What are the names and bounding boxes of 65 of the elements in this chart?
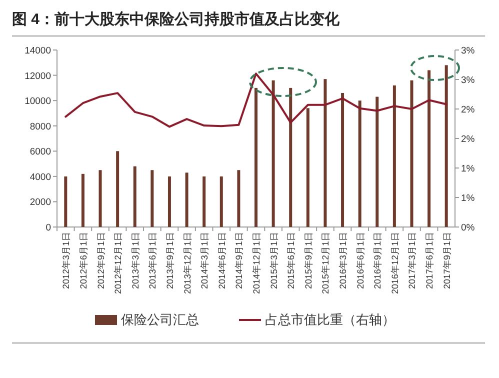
bar [220, 176, 223, 227]
bar [341, 92, 344, 227]
x-tick-label: 2015年6月1日 [286, 232, 296, 290]
bar [81, 174, 84, 227]
y2-tick-label: 0% [461, 222, 476, 234]
x-tick-label: 2015年3月1日 [268, 232, 279, 290]
bar [202, 176, 206, 227]
bar [410, 80, 414, 227]
bar [272, 80, 275, 227]
y2-tick-label: 1% [461, 164, 476, 174]
y-tick-label: 12000 [24, 70, 51, 82]
x-tick-label: 2014年6月1日 [216, 232, 227, 290]
x-tick-label: 2012年3月1日 [61, 232, 72, 290]
y2-tick-label: 2% [461, 134, 476, 145]
x-tick-label: 2013年12月1日 [182, 232, 192, 294]
y2-tick-label: 3% [461, 75, 476, 86]
x-tick-label: 2017年9月1日 [442, 232, 452, 290]
x-tick-label: 2012年6月1日 [78, 232, 88, 290]
x-tick-label: 2016年6月1日 [355, 232, 366, 290]
x-tick-label: 2012年12月1日 [113, 232, 124, 294]
x-tick-label: 2016年9月1日 [372, 232, 383, 290]
bar [358, 100, 362, 227]
x-tick-label: 2014年12月1日 [252, 232, 262, 294]
bar [428, 70, 431, 227]
y-tick-label: 2000 [30, 197, 51, 208]
bar [376, 96, 379, 227]
y2-tick-label: 3% [461, 46, 476, 56]
bar [254, 88, 258, 227]
x-tick-label: 2015年12月1日 [320, 232, 331, 294]
bar [185, 172, 188, 227]
bar [116, 151, 120, 227]
y-tick-label: 0 [46, 222, 51, 234]
x-tick-label: 2016年3月1日 [338, 232, 348, 290]
bar [444, 65, 448, 227]
bar [64, 176, 68, 227]
bar [98, 170, 102, 227]
bar [168, 176, 171, 227]
legend-label: 占总市值比重（右轴） [265, 312, 395, 327]
bar [289, 88, 292, 227]
x-tick-label: 2012年9月1日 [96, 232, 106, 290]
x-tick-label: 2014年3月1日 [200, 232, 210, 290]
y-tick-label: 10000 [24, 96, 51, 108]
bar [324, 79, 327, 227]
chart-title: 图 4：前十大股东中保险公司持股市值及占比变化 [12, 10, 341, 28]
y2-tick-label: 1% [461, 193, 476, 204]
x-tick-label: 2013年9月1日 [164, 232, 175, 290]
y-tick-label: 6000 [30, 146, 51, 158]
x-tick-label: 2014年9月1日 [234, 232, 244, 290]
bar [237, 170, 240, 227]
bar [392, 85, 396, 227]
x-tick-label: 2015年9月1日 [303, 232, 314, 290]
y-tick-label: 4000 [30, 172, 51, 183]
y-tick-label: 8000 [30, 121, 51, 132]
y2-tick-label: 2% [461, 104, 476, 116]
x-tick-label: 2017年6月1日 [424, 232, 435, 290]
line-series [64, 72, 448, 128]
x-tick-label: 2013年3月1日 [130, 232, 140, 290]
x-tick-label: 2013年6月1日 [148, 232, 158, 290]
legend-label: 保险公司汇总 [121, 312, 199, 327]
bar [133, 166, 136, 227]
bar [306, 108, 310, 227]
y-tick-label: 14000 [24, 46, 51, 56]
bar [150, 170, 154, 227]
x-tick-label: 2016年12月1日 [390, 232, 400, 294]
x-tick-label: 2017年3月1日 [407, 232, 418, 290]
